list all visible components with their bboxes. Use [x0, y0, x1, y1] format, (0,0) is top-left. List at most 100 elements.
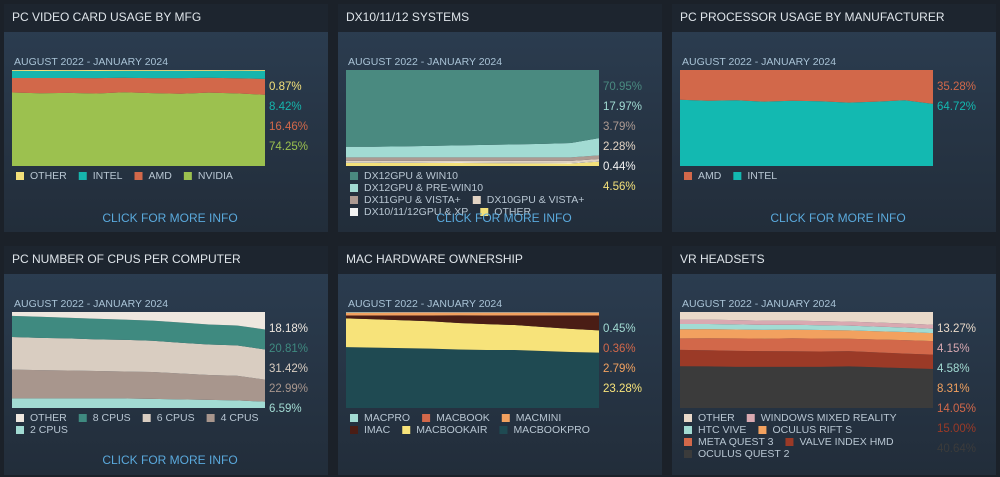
area: [12, 70, 265, 79]
legend-label: 4 CPUS: [221, 412, 259, 424]
subtitle: AUGUST 2022 - JANUARY 2024: [682, 298, 836, 310]
value-label: 8.42%: [269, 101, 302, 113]
legend-label: AMD: [698, 170, 722, 182]
panel: VR HEADSETS AUGUST 2022 - JANUARY 2024 13.…: [672, 246, 996, 475]
area: [346, 318, 599, 353]
legend-label: MACPRO: [364, 412, 410, 424]
area: [346, 315, 599, 331]
value-label: 70.95%: [603, 81, 642, 93]
area: [346, 161, 599, 164]
value-label: 0.36%: [603, 343, 636, 355]
more-info-link[interactable]: CLICK FOR MORE INFO: [436, 211, 571, 225]
panel-title: MAC HARDWARE OWNERSHIP: [346, 252, 523, 266]
legend-label: 6 CPUS: [157, 412, 195, 424]
legend-label: WINDOWS MIXED REALITY: [761, 412, 897, 424]
area: [12, 77, 265, 95]
more-info-link[interactable]: CLICK FOR MORE INFO: [102, 211, 237, 225]
value-label: 16.46%: [269, 121, 308, 133]
legend-swatch: [142, 414, 151, 422]
legend-label: DX11GPU & VISTA+: [364, 194, 461, 206]
area: [680, 319, 933, 329]
subtitle: AUGUST 2022 - JANUARY 2024: [348, 298, 502, 310]
panel-title: PC VIDEO CARD USAGE BY MFG: [12, 10, 201, 24]
value-label: 13.27%: [937, 323, 976, 335]
value-label: 4.58%: [937, 363, 970, 375]
legend-label: NVIDIA: [198, 170, 233, 182]
legend-swatch: [78, 414, 87, 422]
legend-swatch: [733, 172, 742, 180]
value-label: 0.44%: [603, 161, 636, 173]
area: [680, 366, 933, 408]
value-label: 14.05%: [937, 403, 976, 415]
area: [346, 155, 599, 161]
legend-label: VALVE INDEX HMD: [799, 436, 894, 448]
legend-label: DX12GPU & PRE-WIN10: [364, 182, 483, 194]
panel-title: PC PROCESSOR USAGE BY MANUFACTURER: [680, 10, 945, 24]
legend-label: HTC VIVE: [698, 424, 746, 436]
area: [346, 70, 599, 147]
value-label: 6.59%: [269, 403, 302, 415]
legend-swatch: [499, 426, 508, 434]
legend-label: MACBOOK: [436, 412, 490, 424]
panel-header: [672, 4, 996, 32]
area: [680, 70, 933, 104]
area: [12, 369, 265, 402]
legend-swatch: [785, 438, 794, 446]
panel-header: [4, 246, 328, 274]
value-label: 4.15%: [937, 343, 970, 355]
value-label: 8.31%: [937, 383, 970, 395]
value-label: 31.42%: [269, 363, 308, 375]
legend-swatch: [78, 172, 87, 180]
panel: PC NUMBER OF CPUS PER COMPUTER AUGUST 202…: [4, 246, 328, 475]
panel-title: PC NUMBER OF CPUS PER COMPUTER: [12, 252, 241, 266]
value-label: 2.79%: [603, 363, 636, 375]
panel-header: [338, 246, 662, 274]
area: [12, 312, 265, 330]
legend-swatch: [684, 172, 692, 180]
area: [346, 312, 599, 313]
value-label: 4.56%: [603, 181, 636, 193]
panel-header: [4, 4, 328, 32]
value-label: 35.28%: [937, 81, 976, 93]
legend-label: META QUEST 3: [698, 436, 774, 448]
legend-swatch: [501, 414, 510, 422]
legend-label: INTEL: [93, 170, 123, 182]
value-label: 18.18%: [269, 323, 308, 335]
legend-swatch: [422, 414, 431, 422]
subtitle: AUGUST 2022 - JANUARY 2024: [14, 56, 168, 68]
legend-label: DX12GPU & WIN10: [364, 170, 458, 182]
panel: DX10/11/12 SYSTEMS AUGUST 2022 - JANUARY …: [338, 4, 662, 232]
panel-header: [672, 246, 996, 274]
area: [12, 315, 265, 350]
area: [12, 70, 265, 71]
more-info-link[interactable]: CLICK FOR MORE INFO: [770, 211, 905, 225]
value-label: 15.00%: [937, 423, 976, 435]
value-label: 64.72%: [937, 101, 976, 113]
more-info-link[interactable]: CLICK FOR MORE INFO: [102, 453, 237, 467]
value-label: 17.97%: [603, 101, 642, 113]
legend-label: MACBOOKPRO: [513, 424, 589, 436]
panel-header: [338, 4, 662, 32]
legend-label: MACMINI: [516, 412, 562, 424]
value-label: 20.81%: [269, 343, 308, 355]
area: [680, 329, 933, 342]
legend-label: OTHER: [494, 206, 531, 218]
value-label: 22.99%: [269, 383, 308, 395]
area: [346, 159, 599, 164]
area: [346, 347, 599, 408]
legend-label: INTEL: [747, 170, 777, 182]
area: [680, 349, 933, 369]
panel-title: VR HEADSETS: [680, 252, 765, 266]
legend-label: OCULUS QUEST 2: [698, 448, 790, 460]
legend-swatch: [16, 414, 24, 422]
legend-swatch: [684, 450, 692, 458]
legend-swatch: [746, 414, 755, 422]
area: [680, 324, 933, 334]
legend-swatch: [472, 196, 481, 204]
legend-swatch: [684, 414, 692, 422]
area: [346, 312, 599, 316]
legend-swatch: [16, 426, 24, 434]
legend-swatch: [350, 172, 358, 180]
subtitle: AUGUST 2022 - JANUARY 2024: [14, 298, 168, 310]
subtitle: AUGUST 2022 - JANUARY 2024: [682, 56, 836, 68]
